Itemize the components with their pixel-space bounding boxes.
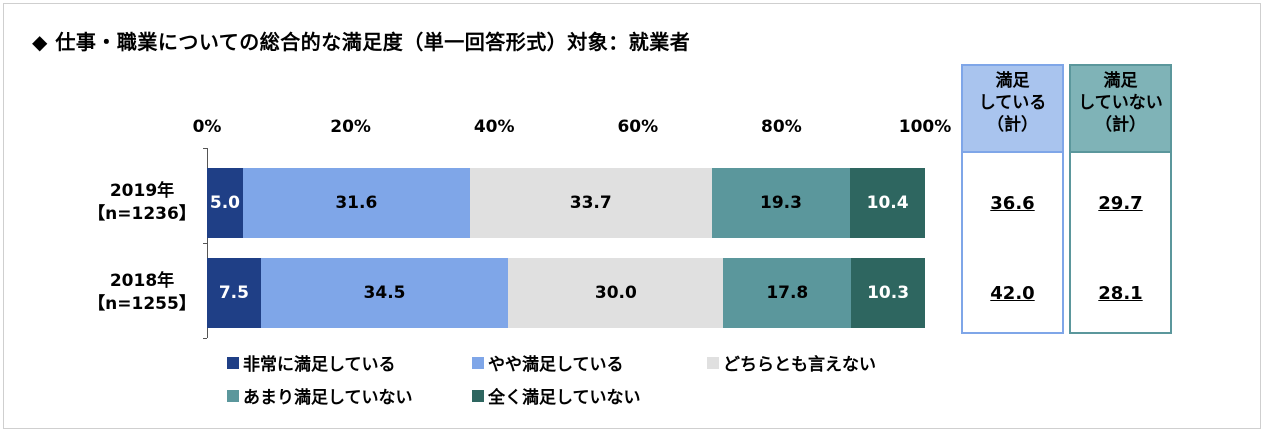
legend-label: 全く満足していない (488, 388, 641, 408)
y-axis-line (207, 148, 208, 338)
summary-value: 36.6 (990, 193, 1035, 214)
bar-segment: 33.7 (469, 168, 712, 238)
bar-segment: 10.3 (851, 258, 925, 328)
legend-item: あまり満足していない (227, 383, 413, 408)
bar-segment: 10.4 (850, 168, 925, 238)
category-year: 2019年 (109, 181, 175, 201)
x-tick-label: 100% (898, 117, 952, 137)
summary-values-box: 36.6 42.0 (961, 153, 1064, 334)
legend-label: やや満足している (488, 355, 624, 375)
x-tick-label: 60% (617, 117, 659, 137)
summary-value: 29.7 (1098, 193, 1143, 214)
legend-swatch (227, 356, 239, 369)
summary-values-box: 29.7 28.1 (1069, 153, 1172, 334)
legend-item: 全く満足していない (472, 383, 641, 408)
legend-swatch (472, 356, 484, 369)
bar-row: 7.5 34.5 30.0 17.8 10.3 (207, 258, 925, 328)
summary-header-line: している (978, 93, 1047, 113)
x-tick-label: 20% (330, 117, 371, 137)
summary-header-line: （計） (1095, 115, 1146, 135)
summary-header: 満足 している （計） (961, 64, 1064, 153)
bar-segment: 7.5 (207, 258, 261, 328)
legend-item: 非常に満足している (227, 350, 396, 375)
legend-swatch (707, 356, 719, 369)
legend-item: どちらとも言えない (707, 350, 876, 375)
summary-value: 42.0 (990, 283, 1035, 304)
legend-swatch (472, 389, 484, 402)
chart-title: ◆ 仕事・職業についての総合的な満足度（単一回答形式）対象：就業者 (32, 30, 691, 54)
figure-frame (3, 3, 1261, 429)
y-axis-tick (203, 243, 207, 244)
summary-header-line: 満足 (995, 71, 1030, 91)
bar-segment: 34.5 (260, 258, 509, 328)
category-sample-size: 【n=1255】 (88, 294, 196, 314)
bar-segment: 5.0 (207, 168, 243, 238)
plot-area: 5.0 31.6 33.7 19.3 10.4 7.5 34.5 30.0 17.8 10.3 (203, 148, 925, 339)
category-year: 2018年 (109, 271, 175, 291)
y-axis-tick (203, 148, 207, 149)
category-label: 2018年【n=1255】 (82, 270, 202, 316)
category-sample-size: 【n=1236】 (88, 204, 196, 224)
summary-header: 満足 していない （計） (1069, 64, 1172, 153)
bar-row: 5.0 31.6 33.7 19.3 10.4 (207, 168, 925, 238)
summary-header-line: （計） (987, 115, 1038, 135)
summary-value: 28.1 (1098, 283, 1143, 304)
bar-segment: 19.3 (711, 168, 851, 238)
legend-label: どちらとも言えない (723, 355, 876, 375)
legend-item: やや満足している (472, 350, 624, 375)
summary-header-line: 満足 (1103, 71, 1138, 91)
x-tick-label: 80% (761, 117, 802, 137)
legend-swatch (227, 389, 239, 402)
legend-label: 非常に満足している (243, 355, 396, 375)
x-tick-label: 40% (473, 117, 515, 137)
x-tick-label: 0% (192, 117, 222, 137)
legend-label: あまり満足していない (243, 388, 413, 408)
bar-segment: 31.6 (242, 168, 470, 238)
summary-header-line: していない (1078, 93, 1163, 113)
bar-segment: 30.0 (508, 258, 724, 328)
category-label: 2019年【n=1236】 (82, 180, 202, 226)
y-axis-tick (203, 338, 207, 339)
bar-segment: 17.8 (723, 258, 852, 328)
